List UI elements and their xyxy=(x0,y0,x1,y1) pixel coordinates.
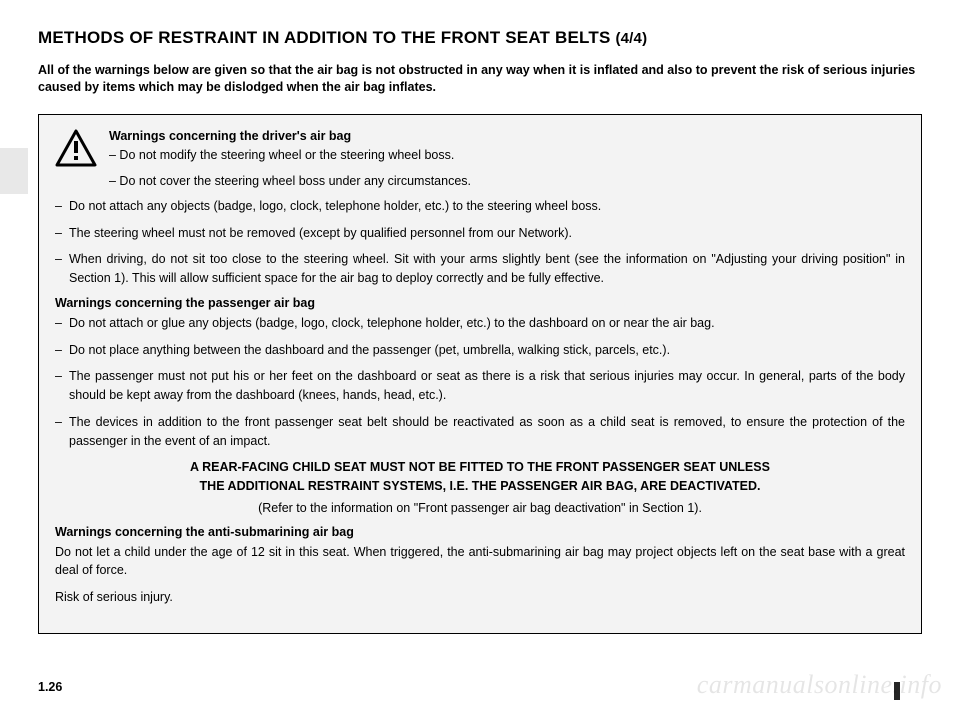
driver-line-1: – Do not modify the steering wheel or th… xyxy=(109,146,905,165)
anti-submarining-paragraph: Do not let a child under the age of 12 s… xyxy=(55,543,905,581)
dash-icon: – xyxy=(55,197,69,216)
manual-page: METHODS OF RESTRAINT IN ADDITION TO THE … xyxy=(0,0,960,710)
bullet-text: Do not attach any objects (badge, logo, … xyxy=(69,197,905,216)
bullet-text: Do not place anything between the dashbo… xyxy=(69,341,905,360)
list-item: –Do not place anything between the dashb… xyxy=(55,341,905,360)
title-page-indicator: (4/4) xyxy=(615,30,647,47)
warning-triangle-icon xyxy=(55,129,97,167)
dash-icon: – xyxy=(55,341,69,360)
list-item: –When driving, do not sit too close to t… xyxy=(55,250,905,288)
passenger-bullets: –Do not attach or glue any objects (badg… xyxy=(55,314,905,451)
anti-submarining-heading: Warnings concerning the anti-submarining… xyxy=(55,525,905,539)
bullet-text: When driving, do not sit too close to th… xyxy=(69,250,905,288)
dash-icon: – xyxy=(55,314,69,333)
bullet-text: The steering wheel must not be removed (… xyxy=(69,224,905,243)
title-text: METHODS OF RESTRAINT IN ADDITION TO THE … xyxy=(38,28,615,47)
watermark-text: carmanualsonline.info xyxy=(697,670,942,700)
list-item: –The steering wheel must not be removed … xyxy=(55,224,905,243)
center-bold-line-1: A REAR-FACING CHILD SEAT MUST NOT BE FIT… xyxy=(85,458,875,476)
bullet-text: Do not attach or glue any objects (badge… xyxy=(69,314,905,333)
list-item: –Do not attach or glue any objects (badg… xyxy=(55,314,905,333)
driver-heading: Warnings concerning the driver's air bag xyxy=(109,127,905,146)
dash-icon: – xyxy=(55,250,69,288)
center-bold-line-2: THE ADDITIONAL RESTRAINT SYSTEMS, I.E. T… xyxy=(85,477,875,495)
side-tab xyxy=(0,148,28,194)
center-reference: (Refer to the information on "Front pass… xyxy=(85,501,875,515)
dash-icon: – xyxy=(55,413,69,451)
warning-panel: Warnings concerning the driver's air bag… xyxy=(38,114,922,634)
dash-icon: – xyxy=(55,367,69,405)
dash-icon: – xyxy=(55,224,69,243)
driver-warning-lines: Warnings concerning the driver's air bag… xyxy=(109,127,905,191)
child-seat-warning: A REAR-FACING CHILD SEAT MUST NOT BE FIT… xyxy=(85,458,875,514)
page-title: METHODS OF RESTRAINT IN ADDITION TO THE … xyxy=(38,28,922,48)
driver-line-2: – Do not cover the steering wheel boss u… xyxy=(109,172,905,191)
bullet-text: The devices in addition to the front pas… xyxy=(69,413,905,451)
list-item: –The devices in addition to the front pa… xyxy=(55,413,905,451)
page-number: 1.26 xyxy=(38,680,62,694)
list-item: –The passenger must not put his or her f… xyxy=(55,367,905,405)
driver-warning-header: Warnings concerning the driver's air bag… xyxy=(55,127,905,191)
driver-bullets: –Do not attach any objects (badge, logo,… xyxy=(55,197,905,288)
list-item: –Do not attach any objects (badge, logo,… xyxy=(55,197,905,216)
intro-paragraph: All of the warnings below are given so t… xyxy=(38,62,922,96)
bullet-text: The passenger must not put his or her fe… xyxy=(69,367,905,405)
corner-mark-icon xyxy=(894,682,900,700)
risk-statement: Risk of serious injury. xyxy=(55,588,905,607)
passenger-heading: Warnings concerning the passenger air ba… xyxy=(55,296,905,310)
